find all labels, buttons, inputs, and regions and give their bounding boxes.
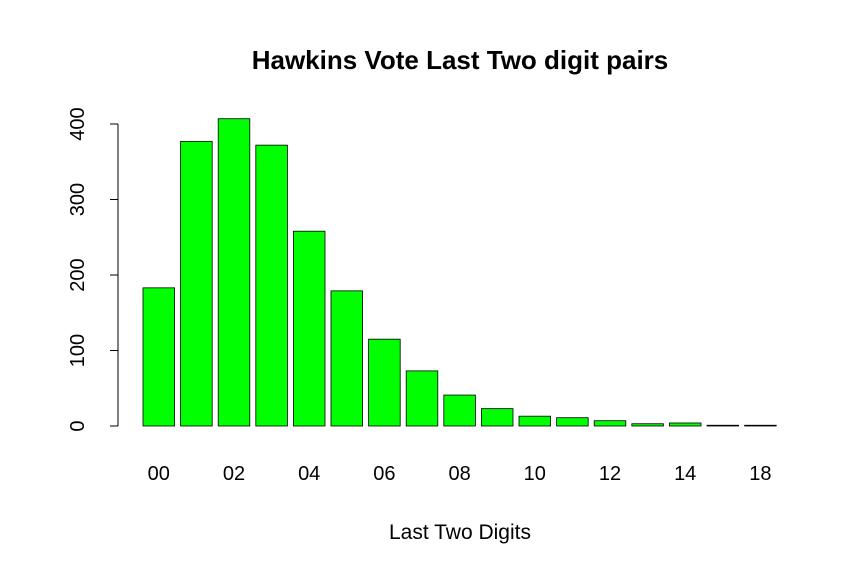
- bar-02: [217, 118, 251, 427]
- y-axis: 0 100 200 300 400: [67, 107, 119, 432]
- bar-12: [593, 420, 627, 427]
- x-tick-label: 12: [599, 463, 621, 485]
- x-tick-label: 02: [223, 463, 245, 485]
- x-tick-label: 00: [148, 463, 170, 485]
- bar-05: [330, 290, 364, 427]
- bar-11: [556, 417, 589, 427]
- bar-14: [669, 422, 702, 427]
- bars-group: [142, 118, 777, 427]
- bar-17: [706, 424, 740, 427]
- bar-13: [631, 423, 664, 427]
- bar-06: [368, 338, 401, 427]
- bar-01: [180, 140, 213, 427]
- x-tick-label: 18: [749, 463, 771, 485]
- x-axis-label: Last Two Digits: [389, 521, 531, 544]
- bar-04: [292, 230, 326, 427]
- bar-07: [405, 370, 439, 427]
- x-axis-tick-labels: 00 02 04 06 08 10 12 14 18: [148, 463, 772, 485]
- x-tick-label: 04: [298, 463, 320, 485]
- x-tick-label: 14: [674, 463, 696, 485]
- chart-title: Hawkins Vote Last Two digit pairs: [252, 45, 669, 75]
- x-tick-label: 08: [448, 463, 470, 485]
- y-tick-label: 300: [67, 183, 89, 216]
- y-tick-label: 100: [67, 334, 89, 367]
- y-tick-label: 200: [67, 258, 89, 291]
- bar-10: [518, 415, 552, 427]
- x-tick-label: 10: [524, 463, 546, 485]
- bar-08: [443, 394, 476, 427]
- bar-03: [255, 144, 288, 427]
- y-tick-label: 0: [67, 420, 89, 431]
- bar-18: [744, 424, 777, 427]
- bar-00: [142, 287, 176, 427]
- bar-09: [480, 408, 514, 427]
- y-tick-label: 400: [67, 107, 89, 140]
- x-tick-label: 06: [373, 463, 395, 485]
